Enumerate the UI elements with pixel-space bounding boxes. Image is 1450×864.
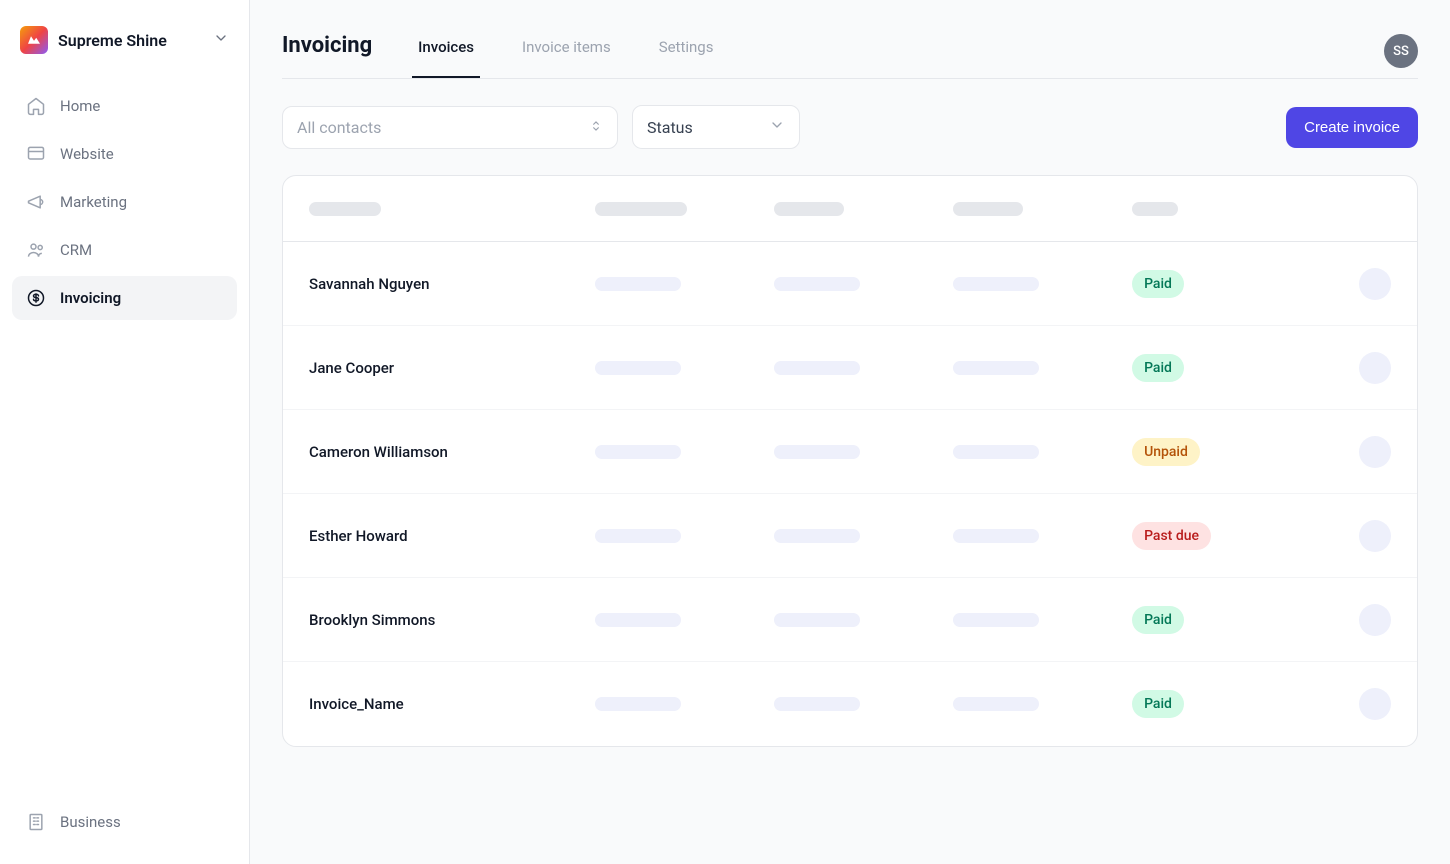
cell-skeleton: [953, 529, 1039, 543]
row-action-button[interactable]: [1359, 604, 1391, 636]
sidebar-item-label: Home: [60, 97, 100, 115]
column-header-skeleton: [953, 202, 1023, 216]
cell-skeleton: [595, 613, 681, 627]
invoice-name: Jane Cooper: [309, 359, 595, 377]
select-updown-icon: [589, 118, 603, 137]
sidebar-item-label: Website: [60, 145, 114, 163]
row-action-button[interactable]: [1359, 520, 1391, 552]
column-header-skeleton: [595, 202, 687, 216]
status-badge: Past due: [1132, 522, 1211, 550]
invoice-name: Cameron Williamson: [309, 443, 595, 461]
megaphone-icon: [26, 192, 46, 212]
invoice-name: Savannah Nguyen: [309, 275, 595, 293]
table-row[interactable]: Esther Howard Past due: [283, 494, 1417, 578]
building-icon: [26, 812, 46, 832]
create-invoice-button[interactable]: Create invoice: [1286, 107, 1418, 148]
column-header-skeleton: [1132, 202, 1178, 216]
invoices-table: Savannah Nguyen Paid Jane Cooper Paid Camero…: [282, 175, 1418, 747]
cell-skeleton: [774, 445, 860, 459]
tab-settings[interactable]: Settings: [653, 24, 720, 78]
cell-skeleton: [595, 361, 681, 375]
cell-skeleton: [953, 613, 1039, 627]
table-row[interactable]: Cameron Williamson Unpaid: [283, 410, 1417, 494]
sidebar-item-business[interactable]: Business: [12, 800, 237, 844]
table-row[interactable]: Savannah Nguyen Paid: [283, 242, 1417, 326]
nav-list: Home Website Marketing CRM: [12, 84, 237, 320]
cell-skeleton: [953, 445, 1039, 459]
contacts-filter[interactable]: All contacts: [282, 106, 618, 149]
table-body: Savannah Nguyen Paid Jane Cooper Paid Camero…: [283, 242, 1417, 746]
tabs: Invoices Invoice items Settings: [412, 24, 719, 78]
table-header-row: [283, 176, 1417, 242]
cell-skeleton: [953, 361, 1039, 375]
chevron-down-icon: [213, 30, 229, 50]
status-badge: Paid: [1132, 606, 1184, 634]
table-row[interactable]: Invoice_Name Paid: [283, 662, 1417, 746]
cell-skeleton: [953, 697, 1039, 711]
invoice-name: Invoice_Name: [309, 695, 595, 713]
invoice-name: Brooklyn Simmons: [309, 611, 595, 629]
status-badge: Paid: [1132, 270, 1184, 298]
table-row[interactable]: Jane Cooper Paid: [283, 326, 1417, 410]
cell-skeleton: [595, 529, 681, 543]
workspace-switcher[interactable]: Supreme Shine: [12, 20, 237, 60]
chevron-down-icon: [769, 117, 785, 137]
sidebar-item-label: Invoicing: [60, 289, 121, 307]
row-action-button[interactable]: [1359, 268, 1391, 300]
contacts-filter-placeholder: All contacts: [297, 118, 381, 137]
user-avatar[interactable]: SS: [1384, 34, 1418, 68]
users-icon: [26, 240, 46, 260]
tab-invoice-items[interactable]: Invoice items: [516, 24, 617, 78]
status-badge: Paid: [1132, 690, 1184, 718]
sidebar-item-crm[interactable]: CRM: [12, 228, 237, 272]
website-icon: [26, 144, 46, 164]
cell-skeleton: [595, 277, 681, 291]
cell-skeleton: [595, 445, 681, 459]
status-filter-label: Status: [647, 118, 693, 137]
sidebar: Supreme Shine Home Website: [0, 0, 250, 864]
table-row[interactable]: Brooklyn Simmons Paid: [283, 578, 1417, 662]
main-content: Invoicing Invoices Invoice items Setting…: [250, 0, 1450, 864]
sidebar-item-label: CRM: [60, 241, 92, 259]
cell-skeleton: [774, 529, 860, 543]
cell-skeleton: [774, 361, 860, 375]
invoice-name: Esther Howard: [309, 527, 595, 545]
cell-skeleton: [953, 277, 1039, 291]
cell-skeleton: [774, 613, 860, 627]
sidebar-item-label: Marketing: [60, 193, 127, 211]
home-icon: [26, 96, 46, 116]
workspace-logo: [20, 26, 48, 54]
row-action-button[interactable]: [1359, 436, 1391, 468]
cell-skeleton: [774, 277, 860, 291]
header-divider: [282, 78, 1418, 79]
sidebar-item-invoicing[interactable]: Invoicing: [12, 276, 237, 320]
sidebar-item-home[interactable]: Home: [12, 84, 237, 128]
tab-invoices[interactable]: Invoices: [412, 24, 480, 78]
column-header-skeleton: [774, 202, 844, 216]
sidebar-item-marketing[interactable]: Marketing: [12, 180, 237, 224]
row-action-button[interactable]: [1359, 352, 1391, 384]
row-action-button[interactable]: [1359, 688, 1391, 720]
dollar-circle-icon: [26, 288, 46, 308]
status-filter[interactable]: Status: [632, 105, 800, 149]
column-header-skeleton: [309, 202, 381, 216]
page-title: Invoicing: [282, 33, 372, 78]
status-badge: Unpaid: [1132, 438, 1200, 466]
cell-skeleton: [774, 697, 860, 711]
cell-skeleton: [595, 697, 681, 711]
sidebar-item-website[interactable]: Website: [12, 132, 237, 176]
status-badge: Paid: [1132, 354, 1184, 382]
sidebar-item-label: Business: [60, 813, 121, 831]
workspace-name: Supreme Shine: [58, 31, 203, 50]
